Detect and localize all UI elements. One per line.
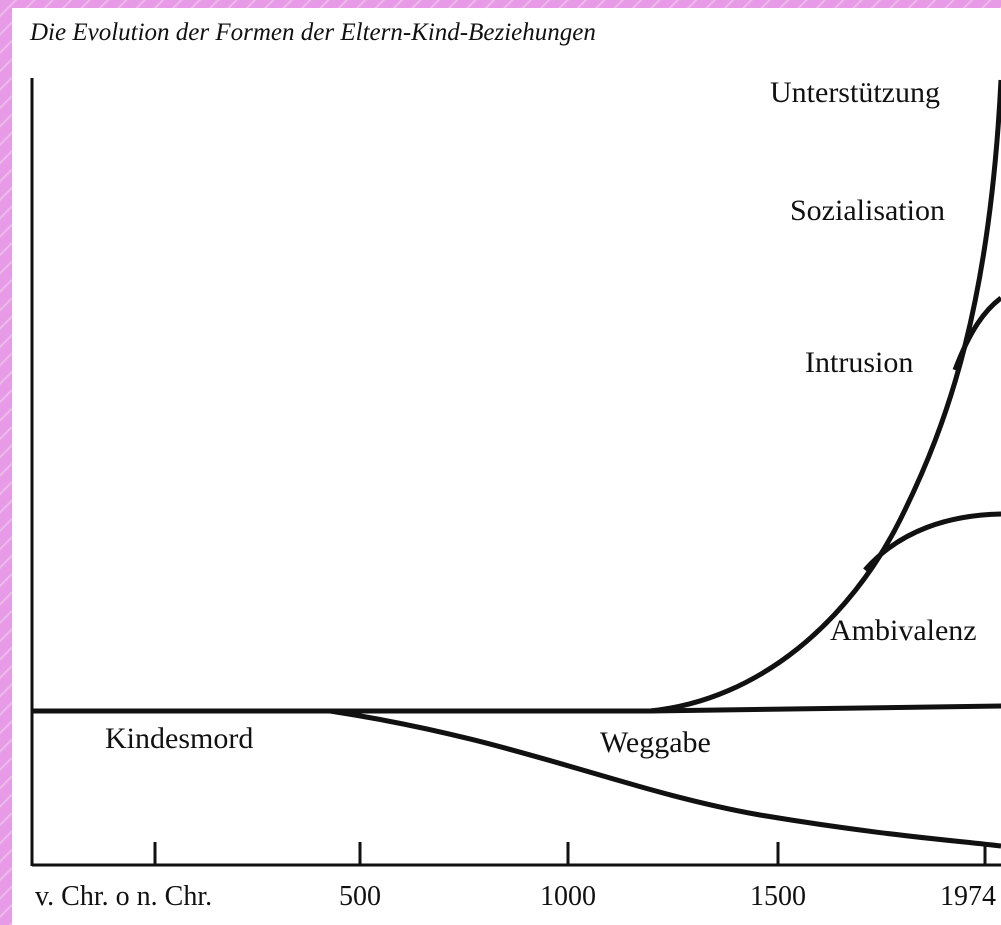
paper <box>12 8 1001 925</box>
weggabe-curve <box>329 708 1001 849</box>
curve-label: Intrusion <box>805 346 913 379</box>
curve-label: Weggabe <box>600 726 711 759</box>
curve-label: Ambivalenz <box>830 614 977 647</box>
curve-label: Sozialisation <box>790 194 945 227</box>
socialisation-branch <box>952 296 1001 371</box>
title: Die Evolution der Formen der Eltern-Kind… <box>29 19 596 46</box>
x-axis-label: v. Chr. o n. Chr. <box>35 881 212 912</box>
rising-curve <box>649 79 1001 714</box>
x-axis-label: 500 <box>339 881 381 912</box>
curve-label: Kindesmord <box>105 722 253 755</box>
curve-label: Unterstützung <box>770 76 940 109</box>
kindesmord-curve <box>32 703 1001 714</box>
x-axis-label: 1974 <box>940 881 996 912</box>
x-axis-label: 1500 <box>750 881 806 912</box>
x-axis-label: 1000 <box>540 881 596 912</box>
intrusion-branch <box>863 511 1001 572</box>
